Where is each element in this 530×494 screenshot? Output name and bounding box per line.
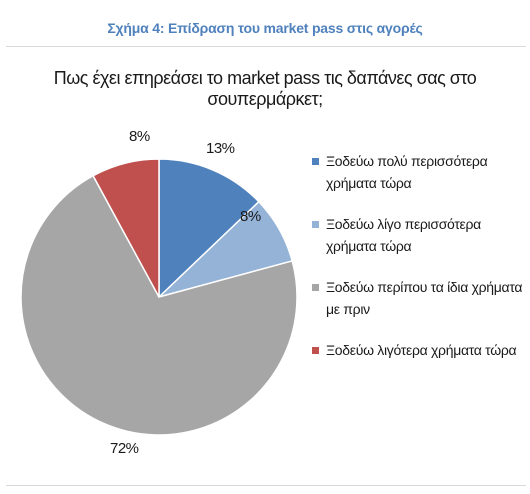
legend-swatch-little-more bbox=[312, 221, 319, 228]
legend-item-same: Ξοδεύω περίπου τα ίδια χρήματα με πριν bbox=[312, 276, 526, 320]
legend-item-less: Ξοδεύω λιγότερα χρήματα τώρα bbox=[312, 339, 526, 361]
legend-swatch-much-more bbox=[312, 158, 319, 165]
data-label-same: 72% bbox=[110, 440, 139, 457]
chart-frame bbox=[6, 46, 526, 486]
figure-caption: Σχήμα 4: Επίδραση του market pass στις α… bbox=[107, 20, 423, 36]
data-label-little-more: 8% bbox=[240, 208, 261, 225]
chart-legend: Ξοδεύω πολύ περισσότερα χρήματα τώρα Ξοδε… bbox=[312, 150, 526, 380]
data-label-much-more: 13% bbox=[206, 140, 235, 157]
legend-label-much-more: Ξοδεύω πολύ περισσότερα χρήματα τώρα bbox=[326, 153, 488, 191]
legend-swatch-less bbox=[312, 347, 319, 354]
chart-title: Πως έχει επηρεάσει το market pass τις δα… bbox=[53, 68, 477, 109]
legend-item-much-more: Ξοδεύω πολύ περισσότερα χρήματα τώρα bbox=[312, 150, 526, 194]
pie-slice-much-more bbox=[158, 158, 260, 299]
legend-label-less: Ξοδεύω λιγότερα χρήματα τώρα bbox=[326, 342, 517, 358]
pie-slice-same bbox=[20, 174, 298, 436]
legend-swatch-same bbox=[312, 284, 319, 291]
legend-label-little-more: Ξοδεύω λίγο περισσότερα χρήματα τώρα bbox=[326, 216, 481, 254]
pie-slice-less bbox=[92, 158, 160, 298]
legend-item-little-more: Ξοδεύω λίγο περισσότερα χρήματα τώρα bbox=[312, 213, 526, 257]
legend-label-same: Ξοδεύω περίπου τα ίδια χρήματα με πριν bbox=[326, 279, 523, 317]
data-label-less: 8% bbox=[129, 128, 150, 145]
